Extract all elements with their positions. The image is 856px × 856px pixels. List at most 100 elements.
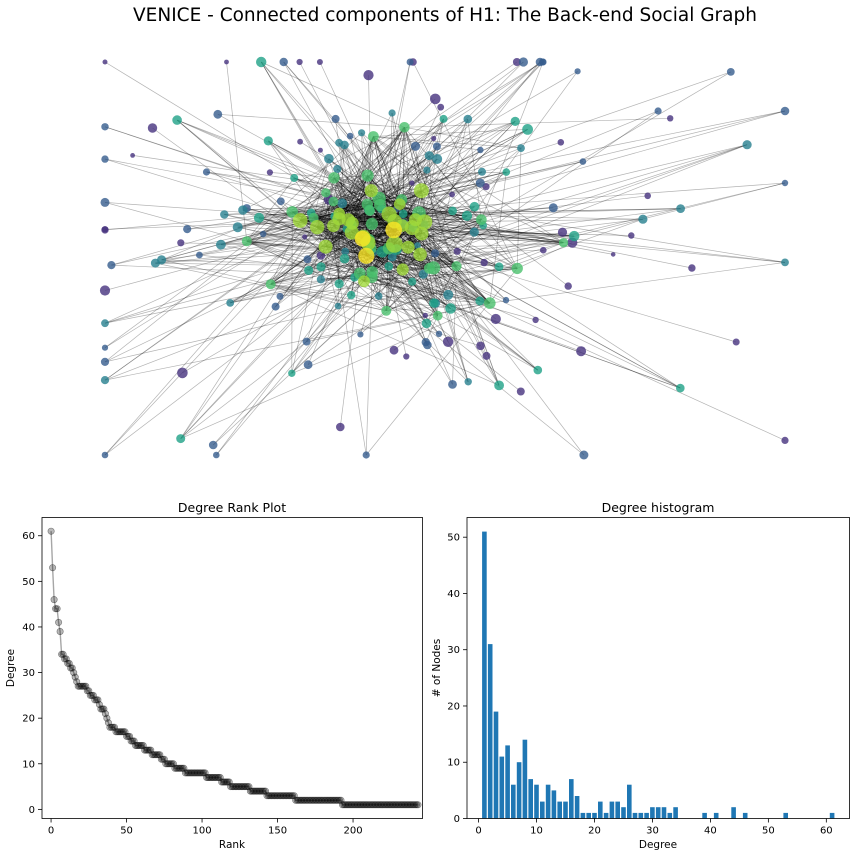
network-edge (404, 127, 422, 191)
histogram-bar (563, 801, 568, 819)
network-node (336, 422, 345, 432)
network-edge (408, 215, 468, 248)
network-edge (262, 177, 335, 235)
network-node (742, 140, 752, 150)
rank-point (367, 801, 375, 809)
network-edge (371, 214, 390, 278)
network-edge (421, 215, 468, 234)
rank-point (169, 760, 177, 768)
network-edge (104, 255, 367, 456)
histogram-bar (528, 779, 533, 819)
network-edge (418, 212, 692, 269)
y-tick-label: 40 (447, 589, 460, 600)
network-edge (373, 136, 390, 215)
rank-point (357, 801, 365, 809)
hist-x-axis-label: Degree (639, 839, 677, 851)
rank-point (185, 769, 193, 777)
network-node (484, 297, 496, 309)
rank-point (320, 796, 328, 804)
network-edge (268, 140, 335, 179)
degree-histogram: Degree histogram 0 10 20 30 40 50 60 0 10 20 30 40… (431, 500, 850, 851)
rank-point (160, 755, 168, 763)
rank-point (325, 796, 333, 804)
network-node (403, 353, 410, 360)
network-edge (411, 281, 438, 316)
network-edge (347, 175, 368, 221)
network-edge (230, 246, 409, 304)
rank-point (308, 796, 316, 804)
network-node (439, 114, 448, 123)
network-node (354, 230, 371, 247)
network-edge (260, 61, 369, 244)
rank-point (352, 801, 360, 809)
network-node (533, 365, 543, 375)
network-node (253, 212, 265, 223)
network-node (333, 164, 342, 174)
network-edge (402, 269, 490, 304)
network-edge (433, 267, 539, 371)
network-edge (363, 280, 490, 304)
network-node (302, 234, 308, 240)
rank-point (71, 673, 79, 681)
network-node (406, 58, 414, 66)
rank-point (121, 728, 129, 736)
rank-point (165, 760, 173, 768)
rank-point (280, 792, 288, 800)
network-node (451, 261, 462, 272)
network-node (232, 222, 243, 233)
rank-point (144, 746, 152, 754)
network-edge (367, 136, 374, 176)
network-edge (367, 175, 491, 304)
network-edge (104, 213, 340, 381)
network-edge (294, 177, 326, 194)
rank-point (204, 773, 212, 781)
rank-point (316, 796, 324, 804)
rank-point (384, 801, 392, 809)
rank-point (240, 783, 248, 791)
network-node (429, 298, 439, 308)
rank-point (396, 801, 404, 809)
network-edge (270, 283, 438, 317)
rank-point (286, 792, 294, 800)
rank-point (388, 801, 396, 809)
network-edge (325, 192, 367, 456)
rank-point (329, 796, 337, 804)
rank-point (142, 746, 150, 754)
network-node (667, 115, 674, 122)
network-edge (385, 247, 409, 311)
network-edge (351, 175, 368, 224)
x-tick-label: 100 (193, 826, 212, 837)
network-node (780, 106, 790, 116)
network-node (279, 57, 288, 67)
network-edge (424, 221, 681, 389)
rank-point (124, 732, 132, 740)
rank-point (354, 801, 362, 809)
network-edge (292, 203, 368, 213)
figure-title: VENICE - Connected components of H1: The… (133, 5, 757, 26)
network-node (316, 262, 326, 272)
network-edge (338, 110, 786, 220)
network-edge (389, 208, 681, 215)
network-node (532, 316, 539, 324)
network-edge (242, 209, 373, 278)
network-edge (187, 211, 293, 230)
rank-point (264, 792, 272, 800)
network-node (337, 198, 348, 209)
rank-point (79, 682, 87, 690)
rank-point (94, 696, 102, 704)
network-edge (481, 71, 731, 221)
network-node (442, 336, 454, 347)
network-edge (368, 75, 373, 224)
network-node (443, 289, 454, 300)
rank-series-line (50, 531, 418, 806)
network-node (610, 252, 616, 257)
network-edge (104, 276, 373, 381)
network-node (317, 147, 323, 153)
network-node (654, 107, 662, 115)
network-edge (291, 273, 361, 374)
network-edge (418, 212, 468, 217)
network-edge (279, 273, 360, 297)
network-edge (373, 136, 390, 215)
network-edge (155, 246, 326, 264)
rank-point (49, 564, 57, 572)
